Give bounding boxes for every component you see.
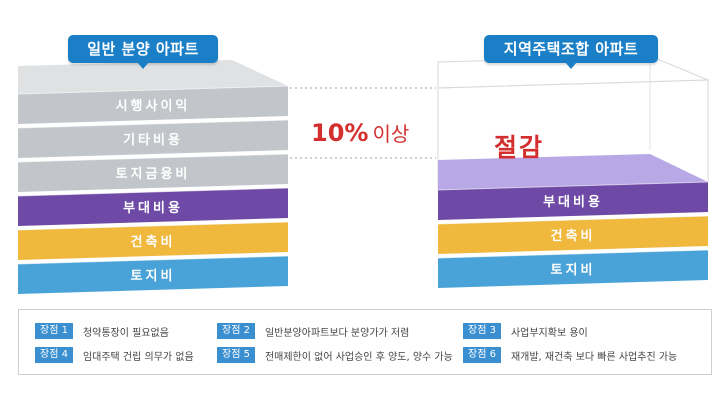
saving-label: 절감 — [494, 133, 545, 162]
left-layer-1-front — [18, 86, 288, 124]
left-layer-6-front — [18, 256, 288, 294]
benefit-badge: 장점 1 — [35, 323, 73, 339]
benefits-panel: 장점 1 청약통장이 필요없음 장점 2 일반분양아파트보다 분양가가 저렴 장… — [18, 309, 712, 375]
saving-area-top — [438, 154, 708, 190]
right-layer-1-label: 부대비용 — [543, 194, 603, 210]
left-layer-2-front — [18, 120, 288, 158]
benefit-text: 일반분양아파트보다 분양가가 저렴 — [264, 327, 410, 339]
right-layer-2-front — [438, 216, 708, 254]
left-layer-4: 부대비용 — [18, 188, 288, 226]
left-layer-6-label: 토지비 — [131, 269, 176, 284]
saving-percentage: 10% 이상 — [311, 119, 410, 147]
right-layer-3: 토지비 — [438, 250, 708, 288]
left-layer-1: 시행사이익 — [18, 86, 288, 124]
comparison-dotted-lines — [290, 87, 436, 159]
right-layer-1-front — [438, 182, 708, 220]
left-layer-5-label: 건축비 — [131, 234, 176, 250]
benefit-item-2: 장점 2 일반분양아파트보다 분양가가 저렴 — [217, 323, 409, 339]
left-layer-3-front — [18, 154, 288, 192]
benefit-text: 전매제한이 없어 사업승인 후 양도, 양수 가능 — [264, 351, 453, 363]
left-layer-1-label: 시행사이익 — [116, 98, 191, 114]
benefit-item-5: 장점 5 전매제한이 없어 사업승인 후 양도, 양수 가능 — [217, 347, 453, 363]
benefit-text: 청약통장이 필요없음 — [82, 327, 169, 339]
benefit-item-1: 장점 1 청약통장이 필요없음 — [35, 323, 169, 339]
left-layer-4-front — [18, 188, 288, 226]
right-layer-1: 부대비용 — [438, 182, 708, 220]
left-layer-6: 토지비 — [18, 256, 288, 294]
left-stack-top-cap — [18, 60, 288, 94]
left-layer-3: 토지금융비 — [18, 154, 288, 192]
right-layer-2: 건축비 — [438, 216, 708, 254]
benefit-item-4: 장점 4 임대주택 건립 의무가 없음 — [35, 347, 194, 363]
left-layer-2-label: 기타비용 — [123, 132, 183, 148]
benefit-text: 사업부지확보 용이 — [510, 327, 588, 339]
left-layer-5: 건축비 — [18, 222, 288, 260]
benefit-text: 재개발, 재건축 보다 빠른 사업추진 가능 — [510, 351, 678, 363]
left-layer-2: 기타비용 — [18, 120, 288, 158]
benefit-badge: 장점 5 — [217, 347, 255, 363]
benefit-badge: 장점 4 — [35, 347, 73, 363]
right-layer-3-front — [438, 250, 708, 288]
right-layer-3-label: 토지비 — [551, 263, 596, 278]
benefit-badge: 장점 2 — [217, 323, 255, 339]
benefit-item-3: 장점 3 사업부지확보 용이 — [463, 323, 588, 339]
housing-cooperative-title: 지역주택조합 아파트 — [484, 35, 658, 69]
benefit-badge: 장점 3 — [463, 323, 501, 339]
left-layer-5-front — [18, 222, 288, 260]
general-apartment-title: 일반 분양 아파트 — [68, 35, 218, 69]
left-layer-4-label: 부대비용 — [123, 200, 183, 216]
left-layer-3-label: 토지금융비 — [116, 166, 191, 182]
benefit-text: 임대주택 건립 의무가 없음 — [82, 351, 194, 363]
right-layer-2-label: 건축비 — [551, 228, 596, 244]
benefit-badge: 장점 6 — [463, 347, 501, 363]
benefit-item-6: 장점 6 재개발, 재건축 보다 빠른 사업추진 가능 — [463, 347, 677, 363]
